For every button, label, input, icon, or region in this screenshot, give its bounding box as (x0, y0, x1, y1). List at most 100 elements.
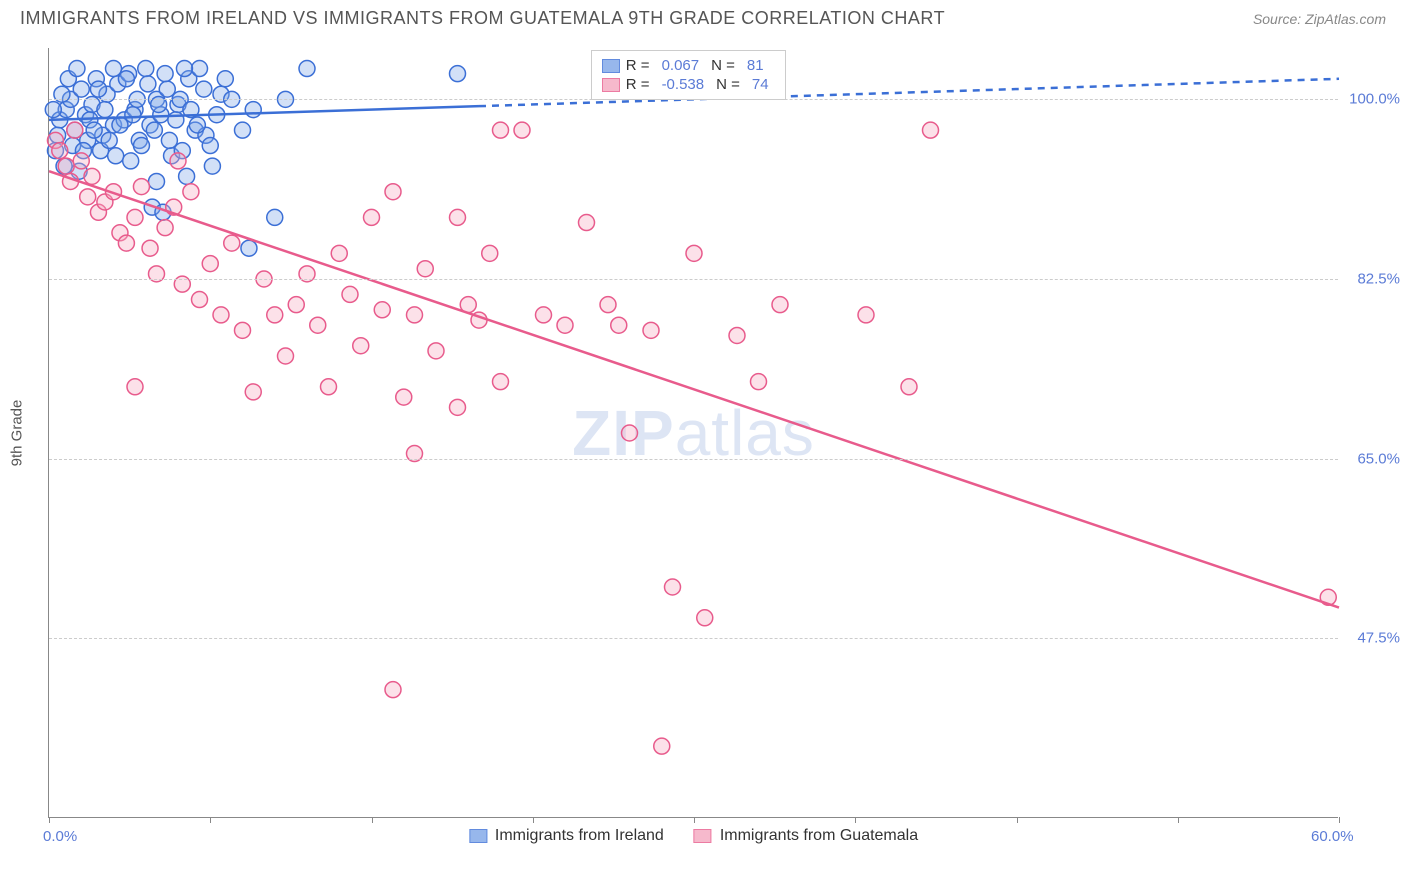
x-tick (694, 817, 695, 823)
data-point (321, 379, 337, 395)
data-point (125, 107, 141, 123)
data-point (161, 132, 177, 148)
data-point (267, 209, 283, 225)
y-tick-label: 65.0% (1357, 450, 1400, 467)
x-tick (533, 817, 534, 823)
data-point (417, 261, 433, 277)
r-label: R = (626, 76, 650, 93)
data-point (80, 189, 96, 205)
n-label: N = (716, 76, 740, 93)
y-tick-label: 100.0% (1349, 91, 1400, 108)
trend-line (49, 171, 1339, 607)
plot-area: 9th Grade ZIPatlas R =0.067N =81R =-0.53… (48, 48, 1338, 818)
data-point (697, 610, 713, 626)
data-point (751, 374, 767, 390)
data-point (579, 215, 595, 231)
data-point (482, 245, 498, 261)
legend-label: Immigrants from Ireland (495, 827, 664, 845)
x-tick (1017, 817, 1018, 823)
legend-item: Immigrants from Guatemala (694, 827, 918, 845)
legend-swatch (602, 59, 620, 73)
data-point (450, 66, 466, 82)
data-point (52, 143, 68, 159)
data-point (127, 209, 143, 225)
n-label: N = (711, 57, 735, 74)
n-value: 74 (752, 76, 769, 93)
data-point (101, 132, 117, 148)
data-point (514, 122, 530, 138)
plot-svg (49, 48, 1338, 817)
legend-swatch (469, 829, 487, 843)
data-point (536, 307, 552, 323)
data-point (450, 209, 466, 225)
data-point (342, 286, 358, 302)
data-point (133, 179, 149, 195)
data-point (192, 61, 208, 77)
legend-label: Immigrants from Guatemala (720, 827, 918, 845)
correlation-legend: R =0.067N =81R =-0.538N =74 (591, 50, 786, 100)
data-point (58, 158, 74, 174)
data-point (170, 153, 186, 169)
x-tick (372, 817, 373, 823)
n-value: 81 (747, 57, 764, 74)
data-point (140, 76, 156, 92)
data-point (176, 61, 192, 77)
data-point (235, 322, 251, 338)
r-value: 0.067 (662, 57, 700, 74)
data-point (493, 374, 509, 390)
legend-row: R =0.067N =81 (602, 57, 775, 74)
data-point (245, 102, 261, 118)
data-point (267, 307, 283, 323)
grid-line (49, 279, 1338, 280)
data-point (108, 148, 124, 164)
data-point (245, 384, 261, 400)
x-tick (210, 817, 211, 823)
data-point (123, 153, 139, 169)
data-point (142, 240, 158, 256)
data-point (179, 168, 195, 184)
data-point (858, 307, 874, 323)
data-point (364, 209, 380, 225)
y-tick-label: 47.5% (1357, 630, 1400, 647)
data-point (86, 122, 102, 138)
y-tick-label: 82.5% (1357, 271, 1400, 288)
data-point (385, 682, 401, 698)
data-point (133, 138, 149, 154)
data-point (183, 184, 199, 200)
data-point (192, 292, 208, 308)
data-point (149, 173, 165, 189)
data-point (622, 425, 638, 441)
data-point (493, 122, 509, 138)
data-point (665, 579, 681, 595)
data-point (217, 71, 233, 87)
data-point (428, 343, 444, 359)
data-point (611, 317, 627, 333)
data-point (73, 153, 89, 169)
data-point (90, 81, 106, 97)
source-label: Source: ZipAtlas.com (1253, 11, 1386, 27)
x-tick (49, 817, 50, 823)
data-point (353, 338, 369, 354)
grid-line (49, 638, 1338, 639)
data-point (772, 297, 788, 313)
data-point (331, 245, 347, 261)
data-point (84, 168, 100, 184)
data-point (310, 317, 326, 333)
grid-line (49, 459, 1338, 460)
grid-line (49, 99, 1338, 100)
data-point (901, 379, 917, 395)
data-point (643, 322, 659, 338)
x-tick (1339, 817, 1340, 823)
data-point (241, 240, 257, 256)
legend-item: Immigrants from Ireland (469, 827, 664, 845)
data-point (157, 66, 173, 82)
data-point (45, 102, 61, 118)
data-point (299, 61, 315, 77)
x-tick-label: 60.0% (1311, 828, 1354, 845)
data-point (213, 307, 229, 323)
data-point (407, 307, 423, 323)
data-point (69, 61, 85, 77)
chart-area: 9th Grade ZIPatlas R =0.067N =81R =-0.53… (48, 48, 1338, 818)
data-point (118, 235, 134, 251)
chart-title: IMMIGRANTS FROM IRELAND VS IMMIGRANTS FR… (20, 8, 945, 29)
